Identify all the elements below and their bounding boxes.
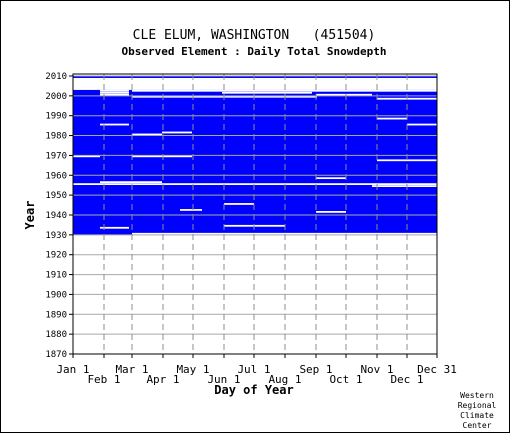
x-tick-label-upper: Sep 1	[299, 363, 332, 376]
x-tick-label-lower: Apr 1	[146, 373, 179, 386]
missing-segment	[132, 232, 437, 235]
y-tick-label: 1870	[45, 350, 67, 360]
missing-segment	[132, 89, 437, 92]
missing-segment	[132, 155, 192, 158]
x-tick-label-upper: Jul 1	[237, 363, 270, 376]
y-axis-label: Year	[23, 201, 37, 230]
x-tick-label-lower: Aug 1	[268, 373, 301, 386]
y-tick-label: 2000	[45, 92, 67, 102]
y-tick-label: 1950	[45, 191, 67, 201]
missing-segment	[100, 226, 129, 229]
y-tick-label: 1910	[45, 271, 67, 281]
x-tick-label-lower: Dec 1	[390, 373, 423, 386]
plot-area	[73, 74, 437, 235]
x-tick-label-upper: Mar 1	[115, 363, 148, 376]
x-axis-ticks: Jan 1 Mar 1 May 1 Jul 1 Sep 1 Nov 1 Dec 31 Feb …	[56, 354, 457, 386]
chart-title: CLE ELUM, WASHINGTON (451504)	[133, 28, 376, 43]
missing-segment	[316, 93, 372, 96]
x-tick-label-upper: Nov 1	[360, 363, 393, 376]
missing-segment	[100, 123, 129, 126]
missing-segment	[73, 183, 437, 186]
missing-segment	[180, 209, 202, 211]
y-tick-label: 1890	[45, 310, 67, 320]
y-tick-label: 1990	[45, 112, 67, 122]
y-tick-label: 1880	[45, 330, 67, 340]
missing-segment	[316, 177, 346, 180]
x-tick-label-lower: Oct 1	[329, 373, 362, 386]
credit-line: Center	[463, 421, 492, 430]
x-tick-label-upper: Dec 31	[417, 363, 457, 376]
missing-segment	[377, 159, 437, 162]
grid-layer	[73, 74, 437, 354]
missing-segment	[372, 185, 437, 187]
missing-segment	[73, 74, 437, 76]
x-tick-label-lower: Feb 1	[87, 373, 120, 386]
missing-segment	[100, 93, 129, 96]
missing-segment	[222, 91, 312, 94]
missing-segment	[377, 117, 407, 120]
missing-segment	[100, 91, 129, 94]
missing-segment	[162, 131, 192, 134]
x-tick-label-upper: May 1	[176, 363, 209, 376]
missing-segment	[316, 211, 346, 213]
missing-segment	[302, 77, 437, 80]
y-tick-label: 1970	[45, 151, 67, 161]
y-tick-label: 2010	[45, 72, 67, 82]
missing-segment	[132, 133, 162, 136]
x-axis-label: Day of Year	[214, 383, 293, 397]
credit-line: Western	[460, 391, 494, 400]
missing-segment	[407, 123, 437, 126]
y-tick-label: 1980	[45, 132, 67, 142]
y-tick-label: 1960	[45, 171, 67, 181]
y-tick-label: 1940	[45, 211, 67, 221]
observed-block	[73, 89, 437, 235]
missing-segment	[224, 203, 254, 205]
y-axis-ticks: 1870 1880 1890 1900 1910 1920 1930 1940 1950 1960…	[45, 72, 73, 360]
missing-segment	[73, 155, 100, 158]
chart-subtitle: Observed Element : Daily Total Snowdepth	[122, 45, 387, 58]
credit-line: Regional	[458, 401, 497, 410]
missing-segment	[73, 87, 437, 90]
credit-line: Climate	[460, 411, 494, 420]
y-tick-label: 1900	[45, 290, 67, 300]
missing-segment	[100, 89, 129, 92]
missing-segment	[100, 181, 162, 184]
plot-border	[72, 73, 438, 355]
x-tick-label-upper: Jan 1	[56, 363, 89, 376]
x-tick-label-lower: Jun 1	[207, 373, 240, 386]
y-tick-label: 1930	[45, 231, 67, 241]
y-tick-label: 1920	[45, 251, 67, 261]
